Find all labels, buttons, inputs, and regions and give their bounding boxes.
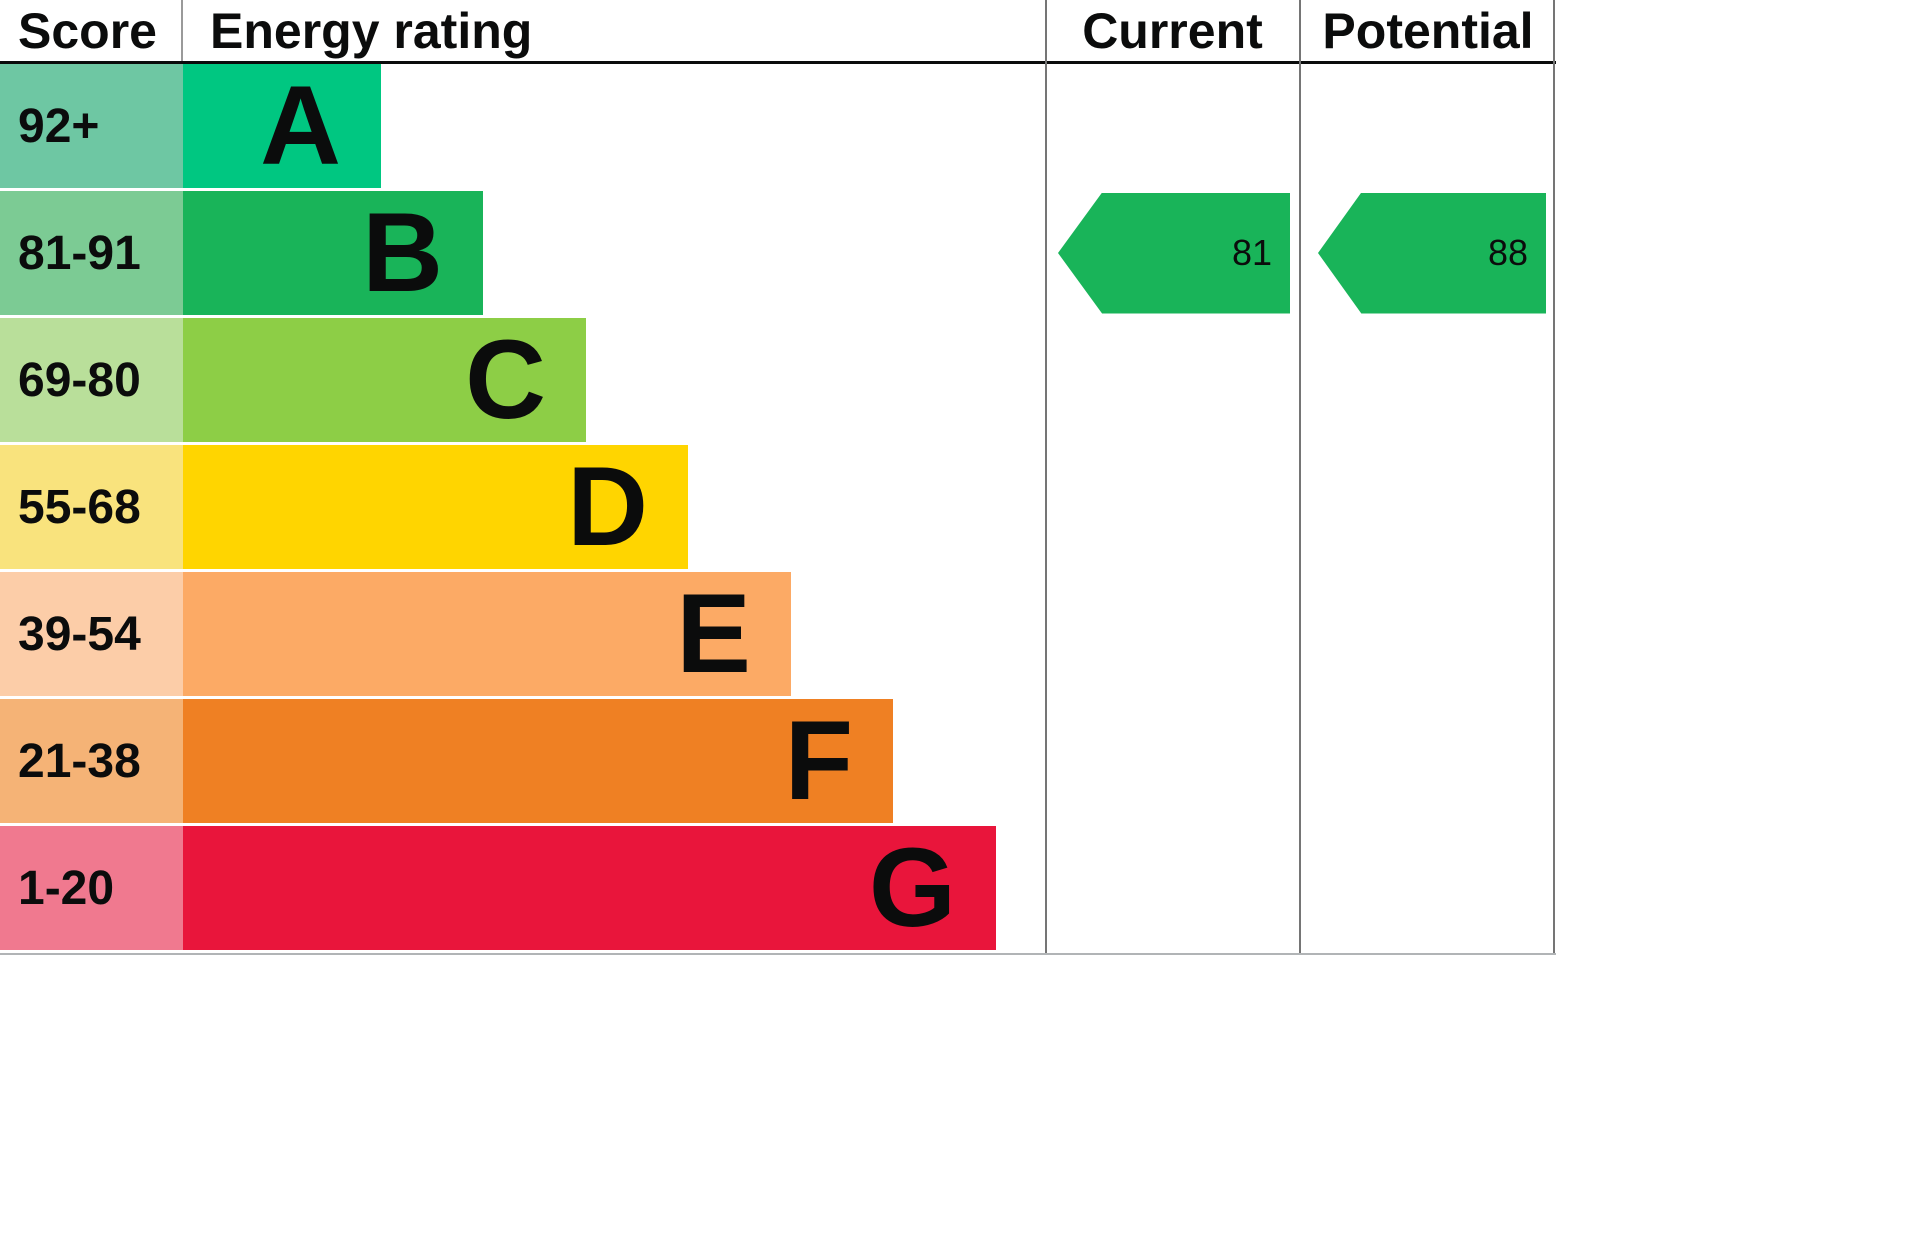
band-row-d: 55-68 D	[0, 445, 1556, 572]
band-row-b: 81-91 B	[0, 191, 1556, 318]
band-bar-d: D	[183, 445, 688, 569]
header-row: Score Energy rating Current Potential	[0, 0, 1556, 64]
band-bar-g: G	[183, 826, 996, 950]
band-letter-d: D	[567, 444, 648, 569]
band-bar-f: F	[183, 699, 893, 823]
current-rating-value: 81	[1231, 232, 1272, 273]
potential-column-right-border	[1553, 0, 1555, 953]
band-letter-a: A	[260, 63, 341, 188]
score-column-header: Score	[18, 2, 157, 59]
band-row-e: 39-54 E	[0, 572, 1556, 699]
band-letter-c: C	[465, 317, 546, 442]
band-score-g: 1-20	[0, 826, 183, 950]
potential-rating-arrow: 88	[1318, 192, 1546, 314]
potential-column-header: Potential	[1322, 2, 1534, 59]
current-rating-arrow: 81	[1058, 192, 1290, 314]
band-bar-e: E	[183, 572, 791, 696]
energy-rating-column-header: Energy rating	[210, 2, 533, 59]
potential-column-left-border	[1299, 0, 1301, 953]
score-header-divider	[181, 0, 183, 61]
band-bar-a: A	[183, 64, 381, 188]
chart-bottom-border	[0, 953, 1556, 955]
band-letter-g: G	[868, 825, 956, 950]
potential-rating-value: 88	[1487, 232, 1528, 273]
band-score-e: 39-54	[0, 572, 183, 696]
current-column-left-border	[1045, 0, 1047, 953]
band-row-g: 1-20 G	[0, 826, 1556, 953]
current-column-header: Current	[1082, 2, 1263, 59]
band-row-c: 69-80 C	[0, 318, 1556, 445]
band-bar-c: C	[183, 318, 586, 442]
band-score-a: 92+	[0, 64, 183, 188]
band-score-d: 55-68	[0, 445, 183, 569]
band-score-c: 69-80	[0, 318, 183, 442]
rating-bands: 92+ A 81-91 B 69-80 C 55-68 D 39-54 E 21-38 F 1-20 G	[0, 64, 1556, 953]
band-bar-b: B	[183, 191, 483, 315]
band-letter-f: F	[784, 698, 853, 823]
band-row-a: 92+ A	[0, 64, 1556, 191]
band-score-b: 81-91	[0, 191, 183, 315]
epc-rating-chart: Score Energy rating Current Potential 92…	[0, 0, 1556, 955]
band-letter-e: E	[676, 571, 751, 696]
band-letter-b: B	[362, 190, 443, 315]
band-score-f: 21-38	[0, 699, 183, 823]
band-row-f: 21-38 F	[0, 699, 1556, 826]
